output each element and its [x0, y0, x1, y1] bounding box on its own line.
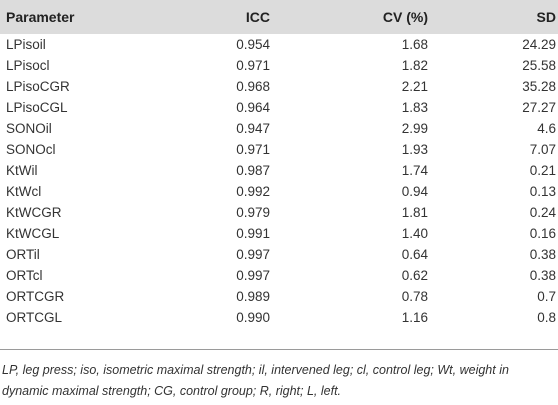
cell-sd: 0.21: [529, 163, 556, 178]
cell-cv: 1.68: [401, 37, 428, 52]
table-body: LPisoil 0.954 1.68 24.29 LPisocl 0.971 1.82 25.…: [0, 34, 558, 328]
cell-icc: 0.971: [236, 58, 270, 73]
header-parameter: Parameter: [6, 9, 75, 25]
header-sd: SD: [536, 9, 556, 25]
cell-cv: 0.78: [401, 289, 428, 304]
cell-cv: 0.94: [401, 184, 428, 199]
cell-parameter: KtWCGL: [6, 226, 60, 241]
cell-icc: 0.997: [236, 268, 270, 283]
cell-parameter: KtWil: [6, 163, 38, 178]
cell-sd: 0.8: [537, 310, 556, 325]
table-row: ORTCGR 0.989 0.78 0.7: [0, 286, 558, 307]
cell-sd: 27.27: [522, 100, 556, 115]
cell-cv: 2.99: [401, 121, 428, 136]
cell-icc: 0.987: [236, 163, 270, 178]
header-cv: CV (%): [382, 9, 428, 25]
cell-cv: 1.82: [401, 58, 428, 73]
table-row: LPisocl 0.971 1.82 25.58: [0, 55, 558, 76]
table-row: SONOcl 0.971 1.93 7.07: [0, 139, 558, 160]
cell-parameter: LPisoCGL: [6, 100, 68, 115]
cell-parameter: ORTCGL: [6, 310, 63, 325]
table-row: LPisoil 0.954 1.68 24.29: [0, 34, 558, 55]
cell-cv: 0.62: [401, 268, 428, 283]
cell-parameter: ORTcl: [6, 268, 43, 283]
cell-cv: 1.81: [401, 205, 428, 220]
cell-parameter: ORTCGR: [6, 289, 65, 304]
cell-icc: 0.979: [236, 205, 270, 220]
table-row: LPisoCGL 0.964 1.83 27.27: [0, 97, 558, 118]
cell-parameter: LPisoil: [6, 37, 46, 52]
cell-cv: 1.16: [401, 310, 428, 325]
table-row: LPisoCGR 0.968 2.21 35.28: [0, 76, 558, 97]
cell-parameter: SONOcl: [6, 142, 56, 157]
cell-parameter: SONOil: [6, 121, 52, 136]
cell-sd: 7.07: [529, 142, 556, 157]
cell-sd: 0.38: [529, 247, 556, 262]
table-row: ORTCGL 0.990 1.16 0.8: [0, 307, 558, 328]
cell-sd: 0.16: [529, 226, 556, 241]
cell-cv: 1.83: [401, 100, 428, 115]
cell-parameter: KtWCGR: [6, 205, 62, 220]
cell-sd: 35.28: [522, 79, 556, 94]
cell-parameter: LPisoCGR: [6, 79, 70, 94]
table-row: ORTcl 0.997 0.62 0.38: [0, 265, 558, 286]
cell-sd: 4.6: [537, 121, 556, 136]
cell-sd: 0.7: [537, 289, 556, 304]
table-row: KtWil 0.987 1.74 0.21: [0, 160, 558, 181]
header-row: Parameter ICC CV (%) SD: [0, 0, 558, 34]
table-header: Parameter ICC CV (%) SD: [0, 0, 558, 34]
cell-cv: 1.74: [401, 163, 428, 178]
table-bottom-rule: [0, 349, 558, 350]
cell-sd: 0.38: [529, 268, 556, 283]
cell-sd: 25.58: [522, 58, 556, 73]
table-row: ORTil 0.997 0.64 0.38: [0, 244, 558, 265]
cell-icc: 0.992: [236, 184, 270, 199]
cell-parameter: ORTil: [6, 247, 40, 262]
cell-cv: 2.21: [401, 79, 428, 94]
results-table: Parameter ICC CV (%) SD LPisoil 0.954 1.68…: [0, 0, 558, 328]
table-row: KtWCGL 0.991 1.40 0.16: [0, 223, 558, 244]
table-row: SONOil 0.947 2.99 4.6: [0, 118, 558, 139]
table-row: KtWCGR 0.979 1.81 0.24: [0, 202, 558, 223]
header-icc: ICC: [245, 9, 270, 25]
results-table-container: Parameter ICC CV (%) SD LPisoil 0.954 1.68…: [0, 0, 558, 328]
cell-parameter: KtWcl: [6, 184, 42, 199]
cell-icc: 0.964: [236, 100, 270, 115]
cell-icc: 0.997: [236, 247, 270, 262]
cell-icc: 0.968: [236, 79, 270, 94]
cell-icc: 0.947: [236, 121, 270, 136]
table-footnote: LP, leg press; iso, isometric maximal st…: [2, 363, 509, 398]
cell-icc: 0.989: [236, 289, 270, 304]
cell-cv: 1.93: [401, 142, 428, 157]
cell-icc: 0.991: [236, 226, 270, 241]
cell-cv: 0.64: [401, 247, 428, 262]
cell-icc: 0.971: [236, 142, 270, 157]
table-row: KtWcl 0.992 0.94 0.13: [0, 181, 558, 202]
cell-icc: 0.954: [236, 37, 270, 52]
cell-sd: 0.24: [529, 205, 556, 220]
cell-icc: 0.990: [236, 310, 270, 325]
cell-sd: 0.13: [529, 184, 556, 199]
cell-cv: 1.40: [401, 226, 428, 241]
cell-parameter: LPisocl: [6, 58, 50, 73]
cell-sd: 24.29: [522, 37, 556, 52]
